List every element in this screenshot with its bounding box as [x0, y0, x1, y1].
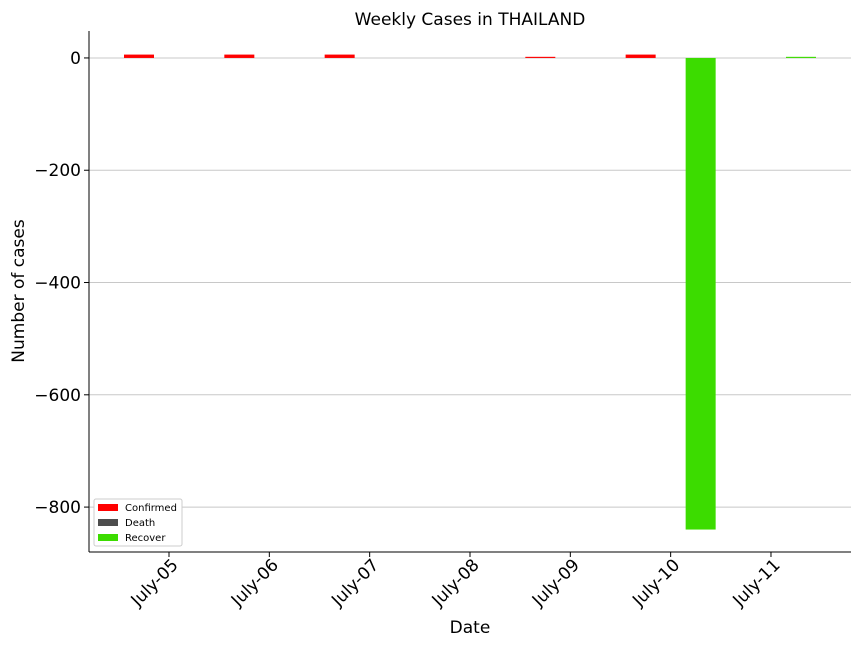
y-tick-label: −400	[34, 274, 81, 294]
y-axis-label: Number of cases	[9, 219, 29, 363]
x-tick-label: July-05	[127, 555, 183, 611]
chart-title: Weekly Cases in THAILAND	[355, 10, 586, 30]
y-tick-label: −200	[34, 161, 81, 181]
bar-recover-july-10	[685, 57, 716, 530]
bar-confirmed-july-07	[324, 54, 355, 58]
x-tick-label: July-09	[528, 555, 584, 611]
x-tick-label: July-06	[227, 555, 283, 611]
x-ticks: July-05 July-06 July-07 July-08 July-09 July-…	[127, 552, 785, 611]
x-tick-label: July-11	[729, 555, 785, 611]
legend-label-confirmed: Confirmed	[125, 503, 177, 514]
bar-confirmed-july-10	[625, 54, 656, 58]
y-tick-label: −600	[34, 386, 81, 406]
x-axis-label: Date	[450, 618, 491, 638]
y-ticks: 0 −200 −400 −600 −800	[34, 49, 89, 518]
bar-confirmed-july-09	[525, 56, 556, 58]
x-tick-label: July-07	[327, 555, 383, 611]
bar-confirmed-july-05	[124, 54, 154, 58]
x-tick-label: July-08	[428, 555, 484, 611]
y-tick-label: 0	[70, 49, 81, 69]
bar-recover-july-11	[785, 56, 816, 58]
legend-swatch-recover	[98, 534, 118, 541]
bars	[124, 54, 816, 530]
legend-swatch-death	[98, 519, 118, 526]
y-tick-label: −800	[34, 498, 81, 518]
bar-confirmed-july-06	[224, 54, 255, 58]
legend: Confirmed Death Recover	[93, 498, 183, 547]
gridlines	[89, 57, 851, 508]
x-tick-label: July-10	[628, 555, 684, 611]
axes	[88, 31, 851, 553]
legend-swatch-confirmed	[98, 504, 118, 511]
legend-label-death: Death	[125, 518, 155, 529]
legend-label-recover: Recover	[125, 533, 166, 544]
